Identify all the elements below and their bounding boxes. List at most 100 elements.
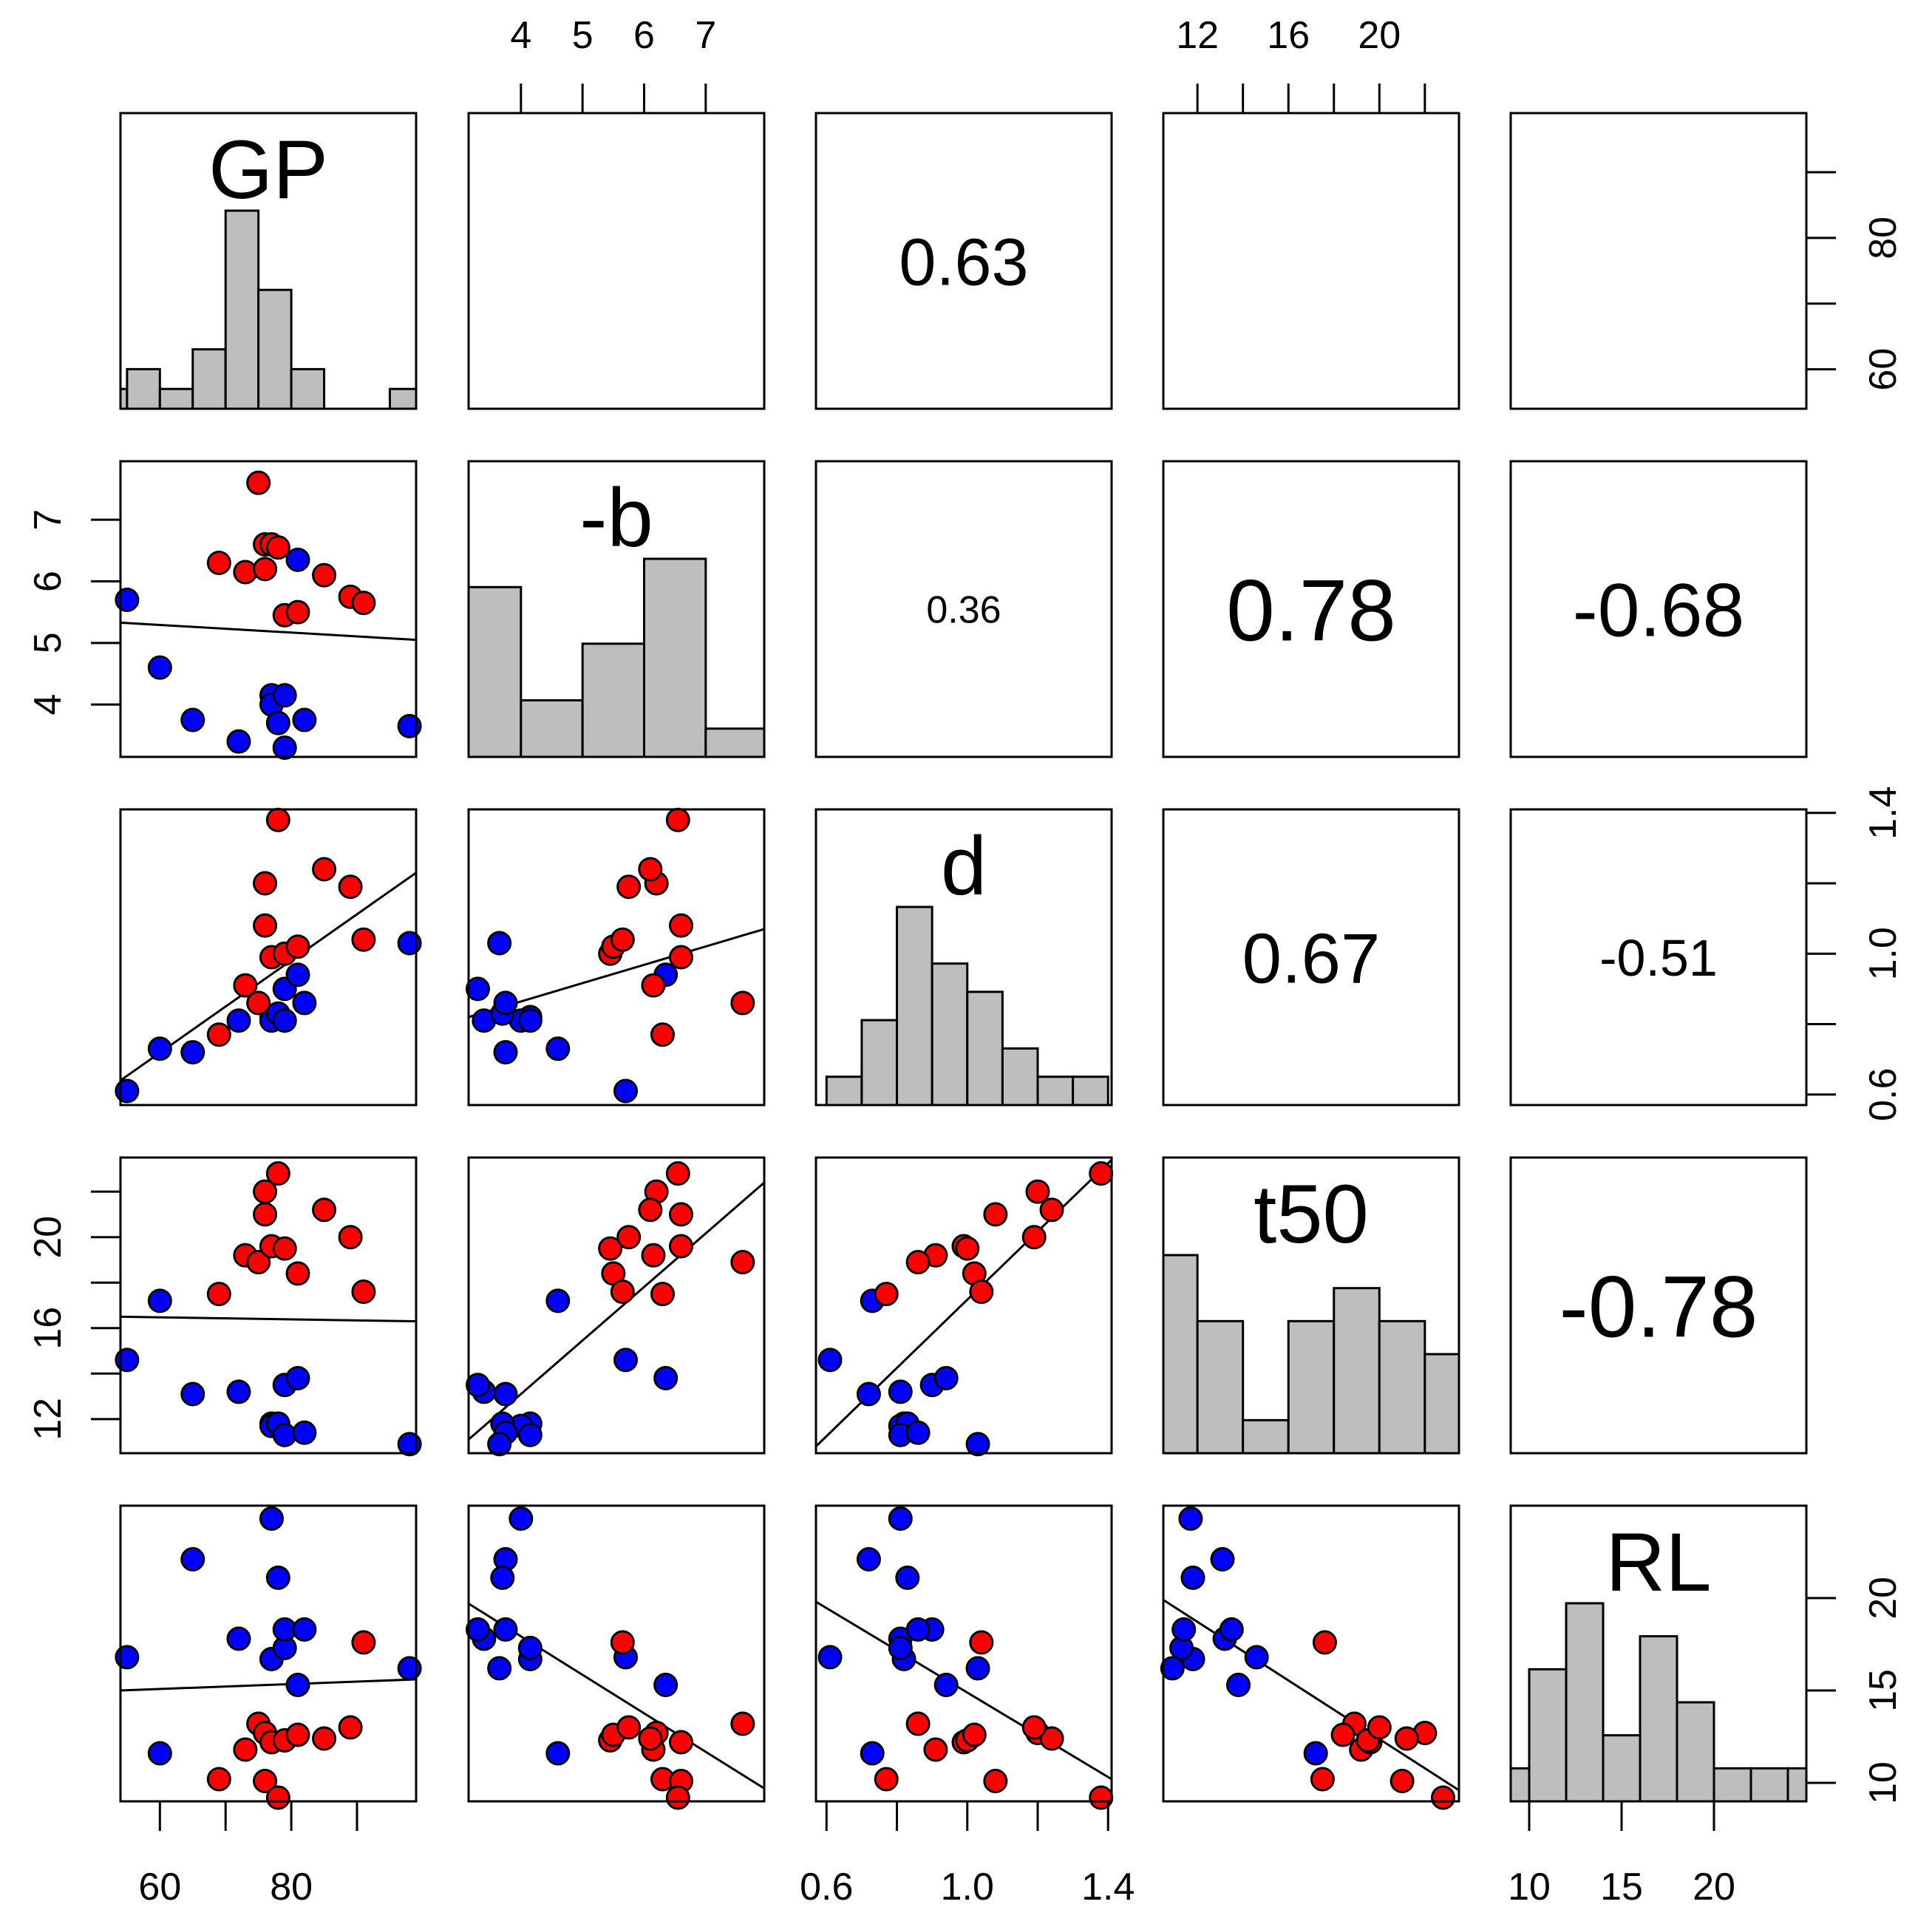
data-point (206, 1022, 231, 1047)
data-point (517, 1422, 542, 1447)
panel-frame (814, 1504, 1113, 1803)
scatter-panel-d-vs-b (466, 807, 765, 1104)
left-axis-t50: 12 16 20 (27, 1190, 122, 1441)
data-point (115, 1347, 140, 1373)
panel-frame (119, 808, 418, 1107)
variable-label-d: d (941, 820, 987, 912)
data-point (466, 1617, 490, 1642)
tick-label: 20 (27, 1216, 69, 1259)
data-point (285, 962, 310, 988)
histogram-t50: t50 (1162, 1168, 1460, 1455)
data-point (292, 1420, 317, 1445)
panel-frame (1162, 808, 1460, 1107)
histogram-bar (825, 1075, 863, 1107)
data-point (233, 973, 258, 998)
data-point (206, 1282, 231, 1307)
data-point (665, 1161, 690, 1186)
tick-label: 60 (1862, 348, 1905, 391)
data-point (669, 945, 693, 970)
data-point (246, 1250, 271, 1275)
data-point (265, 1785, 290, 1810)
data-point (1160, 1656, 1185, 1681)
panel-frame (1162, 460, 1460, 758)
correlation-value: 0.67 (1242, 920, 1381, 999)
data-point (351, 591, 376, 616)
data-point (292, 707, 317, 733)
data-point (638, 1197, 663, 1223)
scatter-panel-t50-vs-b (466, 1161, 765, 1457)
data-point (545, 1036, 571, 1061)
tick-label: 1.0 (941, 1866, 994, 1909)
histogram-bar (257, 288, 293, 410)
data-point (1330, 1722, 1356, 1747)
data-point (466, 976, 490, 1002)
data-point (253, 1769, 278, 1793)
data-point (545, 1741, 571, 1766)
histogram-d: d (825, 820, 1109, 1107)
data-point (895, 1566, 920, 1590)
correlation-value: -0.51 (1599, 929, 1718, 987)
tick-label: 80 (1862, 217, 1905, 259)
data-point (487, 1432, 512, 1457)
data-point (817, 1645, 843, 1670)
data-point (292, 990, 317, 1016)
histogram-bar (581, 642, 646, 758)
data-point (1312, 1630, 1337, 1655)
data-point (616, 874, 642, 900)
data-point (638, 1726, 663, 1751)
data-point (351, 1630, 376, 1655)
scatter-panel-t50-vs-gp (115, 1161, 422, 1457)
data-point (147, 1288, 172, 1313)
data-point (397, 713, 422, 738)
tick-label: 60 (138, 1866, 181, 1909)
data-point (888, 1379, 913, 1404)
data-point (610, 1630, 635, 1655)
left-axis-b: 4 5 6 7 (27, 509, 122, 716)
data-point (517, 1636, 542, 1660)
bottom-axis-gp: 60 80 (138, 1800, 358, 1909)
data-point (874, 1282, 899, 1307)
data-point (272, 683, 297, 708)
data-point (487, 931, 512, 956)
data-point (1089, 1161, 1114, 1186)
tick-label: 1.4 (1862, 786, 1905, 840)
scatter-panel-rl-vs-t50 (1160, 1506, 1460, 1810)
tick-label: 0.6 (800, 1866, 853, 1909)
histogram-bar (896, 905, 933, 1107)
regression-line (468, 928, 765, 1019)
scatter-panel-rl-vs-gp (115, 1506, 422, 1810)
tick-label: 12 (1176, 14, 1219, 57)
data-point (983, 1769, 1008, 1793)
histogram-bar (224, 209, 260, 410)
data-point (641, 973, 666, 998)
data-point (650, 1022, 675, 1047)
regression-line (120, 621, 417, 642)
data-point (1180, 1566, 1205, 1590)
data-point (1390, 1769, 1415, 1793)
histogram-bar (126, 367, 161, 410)
histogram-bar (1072, 1075, 1109, 1107)
correlation-value: 0.36 (926, 589, 1001, 632)
histogram-bar (388, 387, 418, 410)
data-point (653, 1673, 678, 1697)
data-point (397, 1432, 422, 1457)
data-point (285, 547, 310, 572)
data-point (180, 1381, 205, 1407)
tick-label: 20 (1358, 14, 1401, 57)
data-point (1039, 1726, 1064, 1751)
scatter-panel-rl-vs-d (815, 1506, 1114, 1810)
data-point (292, 1617, 317, 1642)
data-point (1226, 1673, 1251, 1697)
histogram-bar (1036, 1075, 1075, 1107)
data-point (1178, 1506, 1203, 1531)
regression-line (468, 1603, 765, 1790)
data-point (905, 1250, 931, 1275)
tick-label: 10 (1508, 1866, 1551, 1909)
data-point (856, 1381, 881, 1407)
correlation-value: -0.78 (1559, 1258, 1758, 1356)
scatter-panel-d-vs-gp (115, 807, 422, 1104)
panel-frame (1162, 1156, 1460, 1455)
variable-label-t50: t50 (1254, 1168, 1369, 1260)
